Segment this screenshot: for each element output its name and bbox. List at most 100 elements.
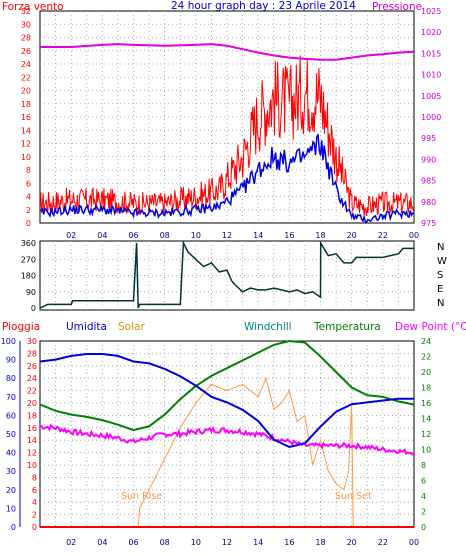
humidity-tick-label: 50 xyxy=(6,430,16,439)
x-tick-label: 06 xyxy=(128,231,138,240)
x-tick-label: 08 xyxy=(160,231,170,240)
rain-tick-label: 2 xyxy=(32,511,37,520)
x-tick-label: 16 xyxy=(284,231,294,240)
temperature-tick-label: 0 xyxy=(421,523,426,532)
compass-label: S xyxy=(437,270,443,281)
x-tick-label: 22 xyxy=(378,231,388,240)
rain-tick-label: 8 xyxy=(32,473,37,482)
temperature-tick-label: 10 xyxy=(421,446,431,455)
temperature-tick-label: 6 xyxy=(421,477,426,486)
legend-umidita: Umidita xyxy=(66,321,107,333)
rain-tick-label: 30 xyxy=(27,337,37,346)
pressure-tick-label: 1025 xyxy=(421,7,441,16)
temperature-tick-label: 20 xyxy=(421,368,431,377)
temperature-tick-label: 24 xyxy=(421,337,431,346)
sunrise-label: Sun Rise xyxy=(121,491,162,502)
humidity-tick-label: 0 xyxy=(11,523,16,532)
pressure-axis-title: Pressione xyxy=(372,1,422,13)
pressure-tick-label: 980 xyxy=(421,198,436,207)
humidity-tick-label: 20 xyxy=(6,486,16,495)
rain-tick-label: 4 xyxy=(32,498,37,507)
humidity-tick-label: 10 xyxy=(6,504,16,513)
humidity-tick-label: 60 xyxy=(6,411,16,420)
sunset-label: Sun Set xyxy=(335,491,372,502)
wind-tick-label: 8 xyxy=(26,166,31,175)
legend-pioggia: Pioggia xyxy=(2,321,40,333)
pressure-tick-label: 990 xyxy=(421,155,436,164)
x-tick-label: 18 xyxy=(315,231,325,240)
humidity-tick-label: 90 xyxy=(6,356,16,365)
temperature-tick-label: 16 xyxy=(421,399,431,408)
pressure-tick-label: 985 xyxy=(421,177,436,186)
pressure-tick-label: 1010 xyxy=(421,71,441,80)
pressure-tick-label: 975 xyxy=(421,219,436,228)
legend-dewpoint: Dew Point (°C) xyxy=(395,321,466,333)
temperature-tick-label: 4 xyxy=(421,492,426,501)
legend-windchill: Windchill xyxy=(244,321,292,333)
rain-tick-label: 22 xyxy=(27,387,37,396)
pressure-tick-label: 1000 xyxy=(421,113,441,122)
temperature-tick-label: 2 xyxy=(421,508,426,517)
humidity-ticks: 0 10 20 30 40 50 60 70 80 90 100 xyxy=(1,337,16,532)
direction-tick-label: 0 xyxy=(31,304,36,313)
wind-direction-series xyxy=(39,240,414,309)
x-tick-label: 02 xyxy=(66,231,76,240)
x-tick-label: 00 xyxy=(409,538,419,547)
humidity-tick-label: 30 xyxy=(6,467,16,476)
temperature-tick-label: 18 xyxy=(421,384,431,393)
rain-tick-label: 20 xyxy=(27,399,37,408)
direction-tick-label: 180 xyxy=(21,272,36,281)
humidity-tick-label: 40 xyxy=(6,449,16,458)
wind-gust-series xyxy=(39,55,415,217)
wind-tick-label: 14 xyxy=(21,126,31,135)
rain-tick-label: 18 xyxy=(27,411,37,420)
wind-tick-label: 30 xyxy=(21,20,31,29)
legend-temperatura: Temperatura xyxy=(313,321,381,333)
pressure-tick-label: 1020 xyxy=(421,28,441,37)
wind-tick-label: 22 xyxy=(21,73,31,82)
x-tick-label: 14 xyxy=(253,538,263,547)
x-tick-label: 06 xyxy=(128,538,138,547)
wind-direction-plot-area xyxy=(39,240,415,311)
legend-solar: Solar xyxy=(118,321,145,333)
rain-tick-label: 12 xyxy=(27,449,37,458)
wind-tick-label: 2 xyxy=(26,206,31,215)
x-tick-label: 02 xyxy=(66,538,76,547)
rain-tick-label: 14 xyxy=(27,436,37,445)
x-tick-label: 22 xyxy=(378,538,388,547)
rain-tick-label: 10 xyxy=(27,461,37,470)
wind-tick-label: 26 xyxy=(21,47,31,56)
pressure-ticks: 975 980 985 990 995 1000 1005 1010 1015 1020 1025 xyxy=(421,7,441,228)
pressure-series xyxy=(40,43,415,61)
temperature-tick-label: 8 xyxy=(421,461,426,470)
x-tick-label: 18 xyxy=(315,538,325,547)
compass-label: N xyxy=(437,242,444,253)
wind-tick-label: 12 xyxy=(21,140,31,149)
wind-tick-label: 24 xyxy=(21,60,31,69)
rain-tick-label: 6 xyxy=(32,486,37,495)
x-tick-label: 20 xyxy=(347,538,357,547)
temperature-series xyxy=(39,339,415,432)
x-tick-label: 10 xyxy=(191,231,201,240)
rain-tick-label: 16 xyxy=(27,424,37,433)
direction-tick-label: 270 xyxy=(21,255,36,264)
wind-axis-title: Forza vento xyxy=(2,1,64,13)
wind-tick-label: 4 xyxy=(26,193,31,202)
chart-title: 24 hour graph day : 23 Aprile 2014 xyxy=(171,0,356,12)
wind-direction-ticks: 0 90 180 270 360 xyxy=(21,239,36,313)
wind-pressure-grid xyxy=(40,11,414,223)
compass-label: E xyxy=(437,284,443,295)
wind-speed-series xyxy=(39,133,415,223)
wind-tick-label: 28 xyxy=(21,34,31,43)
humidity-tick-label: 80 xyxy=(6,374,16,383)
pressure-tick-label: 1015 xyxy=(421,49,441,58)
humidity-tick-label: 100 xyxy=(1,337,16,346)
compass-label: W xyxy=(437,256,447,267)
temperature-tick-label: 14 xyxy=(421,415,431,424)
wind-tick-label: 18 xyxy=(21,100,31,109)
wind-tick-label: 0 xyxy=(26,219,31,228)
rain-tick-label: 26 xyxy=(27,362,37,371)
x-tick-label: 08 xyxy=(160,538,170,547)
